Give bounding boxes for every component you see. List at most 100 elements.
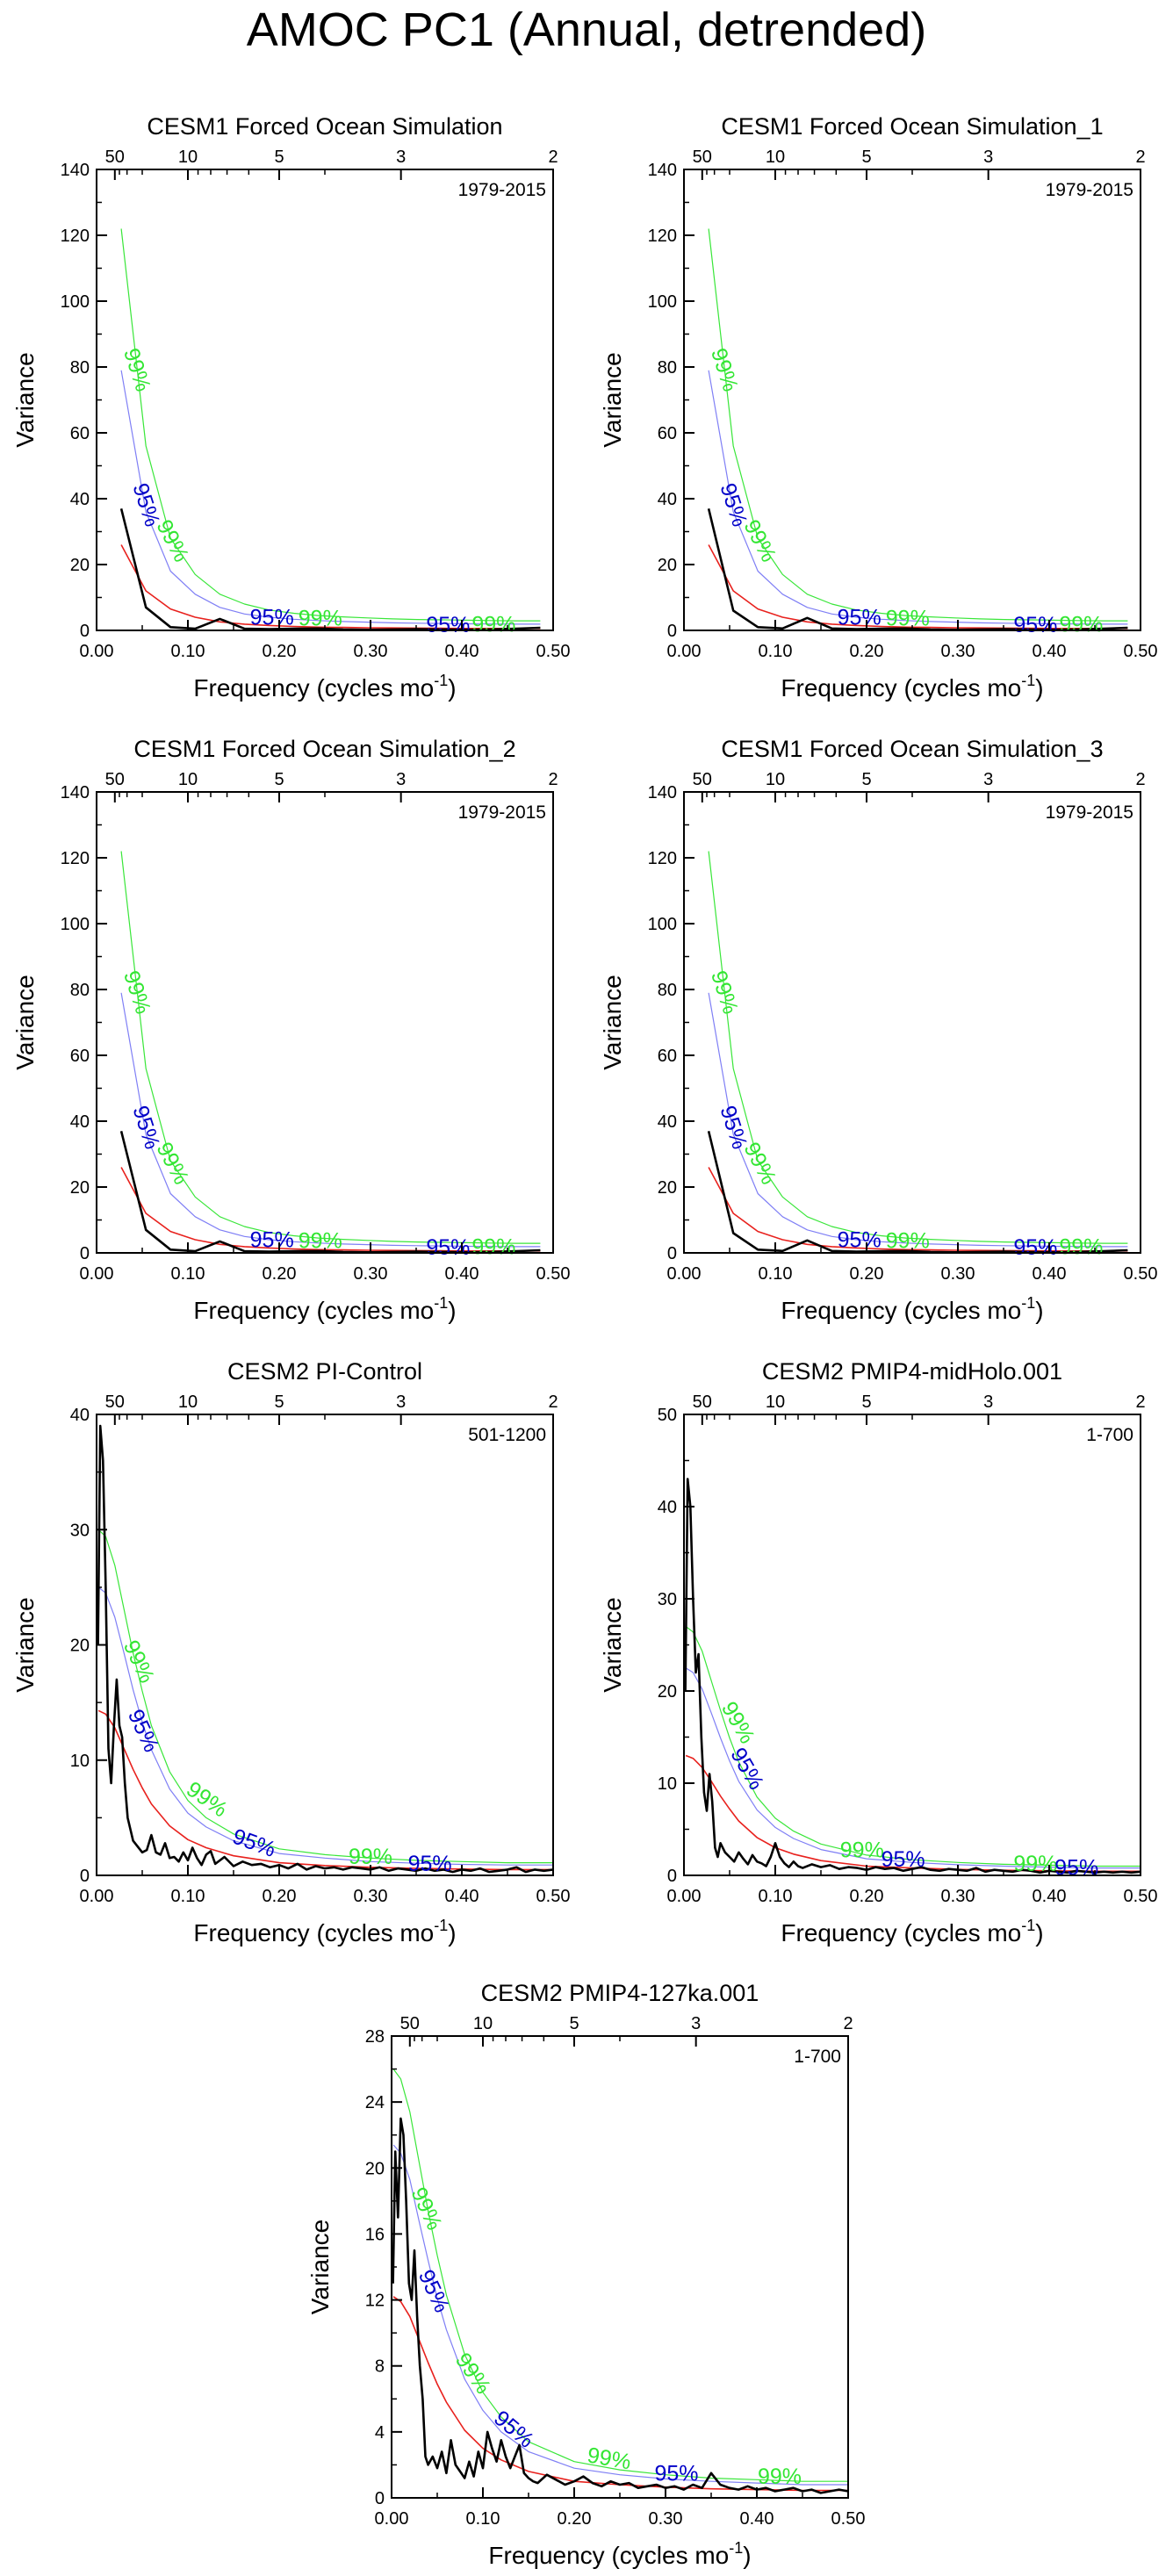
- top-tick-label: 3: [983, 148, 993, 167]
- y-tick-label: 40: [658, 490, 677, 509]
- ci-label-95: 95%: [123, 1706, 164, 1756]
- y-tick-label: 0: [375, 2489, 385, 2508]
- chart-title: CESM1 Forced Ocean Simulation_3: [721, 736, 1103, 762]
- y-tick-label: 0: [80, 1867, 90, 1886]
- y-tick-label: 16: [365, 2225, 385, 2244]
- chart-title: CESM1 Forced Ocean Simulation_1: [721, 113, 1103, 140]
- y-tick-label: 140: [648, 783, 677, 802]
- y-tick-label: 80: [70, 981, 90, 1000]
- plot-frame: [96, 169, 554, 631]
- y-tick-label: 100: [61, 292, 90, 312]
- y-tick-label: 120: [648, 227, 677, 246]
- x-tick-label: 0.00: [80, 1887, 114, 1906]
- plot-frame: [96, 1414, 554, 1876]
- y-tick-label: 20: [70, 556, 90, 575]
- x-tick-label: 0.50: [831, 2509, 866, 2529]
- period-label: 1-700: [1086, 1425, 1133, 1445]
- x-tick-label: 0.50: [536, 642, 571, 661]
- ci-label-99: 99%: [758, 2464, 802, 2489]
- x-axis-label-close: ): [448, 674, 456, 702]
- top-tick-label: 3: [691, 2014, 701, 2033]
- x-tick-label: 0.20: [850, 642, 884, 661]
- top-tick-label: 10: [766, 148, 785, 167]
- plot-frame: [96, 791, 554, 1254]
- ci-label-99: 99%: [119, 1637, 160, 1687]
- series-line-conf99: [97, 1529, 553, 1864]
- y-tick-label: 20: [658, 1178, 677, 1198]
- panel-4: 99%95%99%95% 99% 95% 99%0.00 0.10 0.20 0.30 0.4…: [599, 736, 1157, 1324]
- series-line-conf95: [708, 370, 1128, 625]
- y-tick-label: 120: [648, 849, 677, 868]
- y-tick-label: 100: [648, 915, 677, 934]
- y-tick-label: 0: [80, 622, 90, 641]
- top-tick-label: 10: [766, 1392, 785, 1412]
- top-tick-label: 3: [983, 1392, 993, 1412]
- series-line-conf95: [120, 992, 541, 1248]
- panel-5: 99%95%99%95% 99% 95%0.00 0.10 0.20 0.30 0.40 0.…: [11, 1358, 570, 1946]
- y-tick-label: 10: [658, 1774, 677, 1794]
- y-tick-label: 0: [80, 1244, 90, 1263]
- x-tick-label: 0.20: [850, 1887, 884, 1906]
- x-axis-label-main: Frequency (cycles mo: [781, 1919, 1021, 1946]
- chart-title: CESM1 Forced Ocean Simulation: [147, 113, 502, 140]
- x-axis-label-sup: -1: [434, 1917, 448, 1934]
- series-group: [119, 228, 541, 630]
- top-tick-label: 2: [1135, 148, 1145, 167]
- x-axis-label-close: ): [448, 1919, 456, 1946]
- x-axis-label-main: Frequency (cycles mo: [193, 1297, 434, 1324]
- series-line-red-noise: [120, 544, 541, 630]
- x-tick-label: 0.10: [171, 1887, 205, 1906]
- series-line-conf95: [708, 992, 1128, 1248]
- ci-label-95: 95%: [838, 605, 882, 630]
- ci-label-95: 95%: [715, 480, 752, 529]
- ci-label-95: 95%: [127, 480, 164, 529]
- ci-label-99: 99%: [886, 607, 930, 631]
- x-tick-label: 0.30: [941, 1264, 975, 1284]
- x-axis-label: Frequency (cycles mo-1): [193, 1294, 456, 1324]
- x-axis-label-main: Frequency (cycles mo: [193, 674, 434, 702]
- series-line-conf95: [97, 1587, 553, 1866]
- y-axis-label: Variance: [599, 1597, 626, 1692]
- y-tick-label: 20: [70, 1178, 90, 1198]
- top-tick-label: 3: [983, 770, 993, 789]
- x-axis-label: Frequency (cycles mo-1): [193, 1917, 456, 1946]
- x-tick-label: 0.50: [536, 1264, 571, 1284]
- series-line-spectrum: [684, 1478, 1141, 1874]
- series-group: [97, 1424, 553, 1874]
- series-line-red-noise: [120, 1167, 541, 1252]
- ci-label-99: 99%: [716, 1697, 759, 1747]
- y-tick-label: 50: [658, 1406, 677, 1425]
- x-tick-label: 0.20: [263, 642, 297, 661]
- series-line-spectrum: [392, 2117, 848, 2494]
- y-tick-label: 80: [658, 358, 677, 378]
- ci-label-95: 95%: [489, 2406, 538, 2453]
- top-tick-label: 3: [396, 770, 406, 789]
- ci-label-95: 95%: [408, 1852, 452, 1876]
- y-tick-label: 40: [658, 1112, 677, 1132]
- ci-label-99: 99%: [471, 1234, 515, 1259]
- y-tick-label: 12: [365, 2292, 385, 2311]
- top-tick-label: 10: [178, 148, 198, 167]
- x-tick-label: 0.40: [1033, 642, 1067, 661]
- series-line-conf99: [685, 1626, 1141, 1867]
- top-tick-label: 2: [1135, 1392, 1145, 1412]
- y-tick-label: 60: [70, 424, 90, 443]
- series-line-red-noise: [708, 544, 1128, 630]
- y-tick-label: 120: [61, 849, 90, 868]
- y-axis-label: Variance: [11, 1597, 39, 1692]
- top-tick-label: 10: [473, 2014, 493, 2033]
- ci-label-95: 95%: [426, 1235, 470, 1260]
- x-axis-label: Frequency (cycles mo-1): [781, 1294, 1043, 1324]
- x-tick-label: 0.10: [759, 1264, 793, 1284]
- top-tick-label: 10: [178, 1392, 198, 1412]
- top-tick-label: 50: [693, 1392, 712, 1412]
- top-tick-label: 50: [105, 1392, 125, 1412]
- y-tick-label: 140: [61, 161, 90, 180]
- ci-label-95: 95%: [1013, 1235, 1057, 1260]
- x-axis-label-close: ): [1035, 1919, 1043, 1946]
- ci-label-99: 99%: [586, 2443, 633, 2474]
- top-tick-label: 2: [1135, 770, 1145, 789]
- top-tick-label: 5: [274, 1392, 284, 1412]
- y-tick-label: 40: [70, 1112, 90, 1132]
- y-tick-label: 30: [70, 1521, 90, 1540]
